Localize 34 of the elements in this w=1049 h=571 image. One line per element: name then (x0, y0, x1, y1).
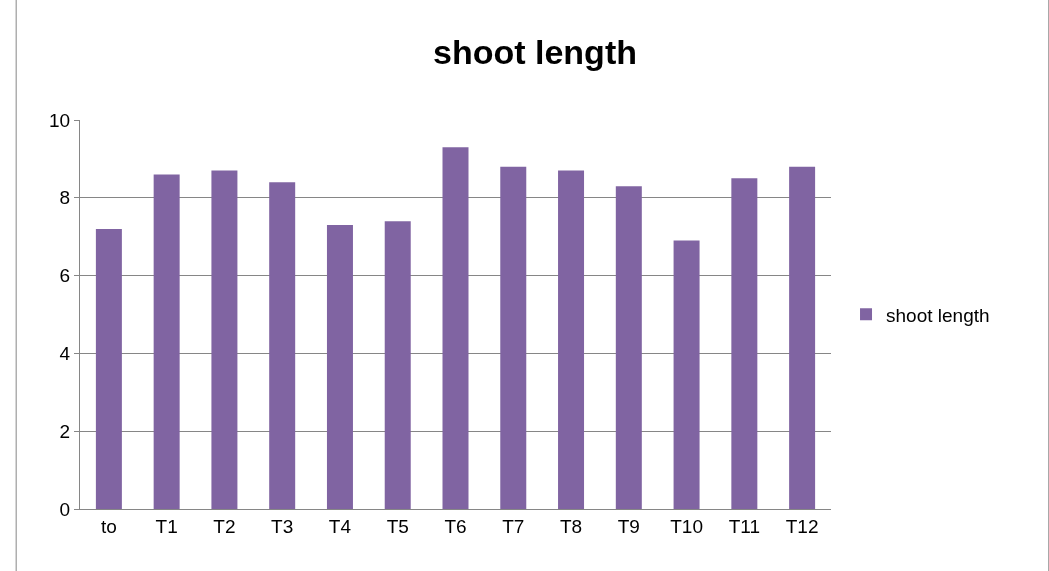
bar (384, 221, 411, 509)
y-tick-label: 0 (59, 498, 71, 520)
x-tick-label: T8 (559, 515, 583, 537)
x-tick-label: T9 (617, 515, 640, 537)
x-tick-label: T12 (785, 515, 819, 537)
x-tick-label: to (100, 515, 117, 537)
y-tick-label: 10 (49, 109, 71, 131)
bar (731, 178, 758, 509)
bar (673, 240, 700, 509)
x-tick-label: T3 (271, 515, 294, 537)
x-tick-label: T5 (386, 515, 409, 537)
y-tick-label: 6 (59, 265, 71, 287)
bar (95, 228, 122, 509)
bar (558, 170, 585, 509)
bar (789, 166, 816, 509)
x-tick-label: T7 (502, 515, 525, 537)
bar (615, 186, 642, 509)
x-tick-label: T6 (444, 515, 467, 537)
bar (442, 147, 469, 509)
bar (326, 225, 353, 509)
x-tick-label: T2 (213, 515, 236, 537)
y-tick-label: 4 (59, 343, 71, 365)
bar (500, 166, 527, 509)
bar (211, 170, 238, 509)
legend-label: shoot length (886, 304, 990, 326)
chart-title: shoot length (433, 32, 637, 71)
x-tick-label: T11 (728, 515, 761, 537)
bar (153, 174, 180, 509)
x-tick-label: T1 (155, 515, 178, 537)
x-tick-label: T10 (670, 515, 703, 537)
x-tick-label: T4 (328, 515, 352, 537)
bar (269, 182, 296, 509)
y-tick-label: 8 (59, 187, 71, 209)
y-tick-label: 2 (59, 420, 71, 442)
